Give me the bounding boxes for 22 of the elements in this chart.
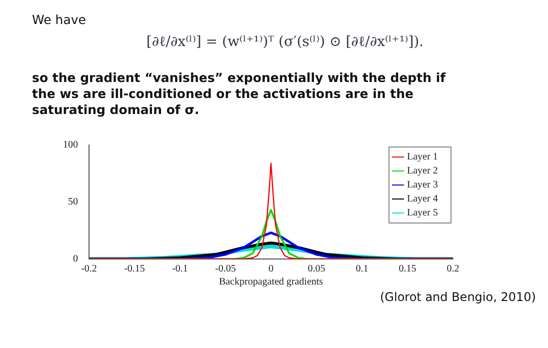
legend-label: Layer 5 — [407, 208, 438, 219]
x-tick-label: -0.1 — [172, 264, 188, 275]
x-tick-label: -0.2 — [81, 264, 97, 275]
y-tick-label: 100 — [63, 140, 78, 151]
legend-label: Layer 1 — [407, 152, 438, 163]
x-tick-label: 0 — [268, 264, 274, 275]
x-tick-label: -0.15 — [124, 264, 145, 275]
y-tick-label: 50 — [68, 196, 78, 208]
x-tick-label: 0.2 — [446, 264, 460, 275]
x-tick-label: 0.05 — [308, 264, 326, 275]
text: [∂ℓ/∂x⁽ˡ⁾] = (w⁽ˡ⁺¹⁾)ᵀ (σ′(s⁽ˡ⁾) ⊙ [∂ℓ/∂x⁽ˡ⁺¹⁾]). — [145, 34, 425, 51]
text: so the gradient “vanishes” exponentially with the depth if the ws are ill-conditioned or the activations are in the saturating domain of σ. — [32, 70, 447, 118]
x-axis-title: Backpropagated gradients — [218, 276, 324, 288]
text: (Glorot and Bengio, 2010) — [380, 290, 536, 304]
legend-label: Layer 3 — [407, 180, 438, 191]
legend-label: Layer 4 — [407, 194, 438, 205]
x-tick-label: 0.1 — [356, 264, 368, 275]
legend-label: Layer 2 — [407, 166, 438, 177]
x-tick-label: -0.05 — [215, 264, 236, 275]
x-tick-label: 0.15 — [398, 264, 416, 275]
y-tick-label: 0 — [73, 254, 78, 265]
text: We have — [32, 12, 86, 27]
